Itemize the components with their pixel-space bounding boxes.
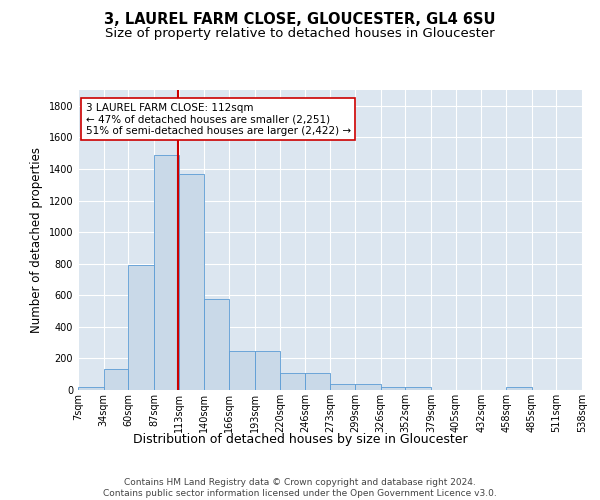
Text: 3 LAUREL FARM CLOSE: 112sqm
← 47% of detached houses are smaller (2,251)
51% of : 3 LAUREL FARM CLOSE: 112sqm ← 47% of det… xyxy=(86,102,351,136)
Bar xyxy=(280,372,305,390)
Bar xyxy=(381,387,406,390)
Bar xyxy=(104,368,128,390)
Text: Distribution of detached houses by size in Gloucester: Distribution of detached houses by size … xyxy=(133,432,467,446)
Bar xyxy=(254,352,280,390)
Text: 3, LAUREL FARM CLOSE, GLOUCESTER, GL4 6SU: 3, LAUREL FARM CLOSE, GLOUCESTER, GL4 6S… xyxy=(104,12,496,28)
Bar xyxy=(506,387,532,390)
Text: Contains HM Land Registry data © Crown copyright and database right 2024.
Contai: Contains HM Land Registry data © Crown c… xyxy=(103,478,497,498)
Bar xyxy=(355,384,381,390)
Bar xyxy=(229,352,254,390)
Bar xyxy=(305,372,331,390)
Bar xyxy=(406,387,431,390)
Bar xyxy=(78,387,104,390)
Bar xyxy=(154,154,179,390)
Y-axis label: Number of detached properties: Number of detached properties xyxy=(30,147,43,333)
Bar xyxy=(179,174,204,390)
Text: Size of property relative to detached houses in Gloucester: Size of property relative to detached ho… xyxy=(105,28,495,40)
Bar xyxy=(128,266,154,390)
Bar xyxy=(204,299,229,390)
Bar xyxy=(331,384,355,390)
